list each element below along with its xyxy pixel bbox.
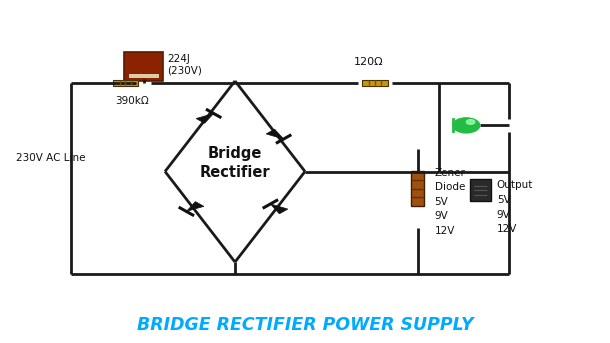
Text: Output
5V
9V
12V: Output 5V 9V 12V [497, 180, 533, 234]
FancyBboxPatch shape [129, 74, 159, 78]
Text: 390kΩ: 390kΩ [115, 96, 148, 106]
Polygon shape [266, 129, 284, 139]
Text: 120Ω: 120Ω [354, 57, 384, 67]
Text: BRIDGE RECTIFIER POWER SUPPLY: BRIDGE RECTIFIER POWER SUPPLY [137, 316, 473, 334]
Text: 230V AC Line: 230V AC Line [16, 153, 85, 163]
Circle shape [466, 120, 475, 125]
FancyBboxPatch shape [411, 171, 425, 206]
Text: Zener
Diode
5V
9V
12V: Zener Diode 5V 9V 12V [435, 168, 465, 236]
Circle shape [453, 118, 479, 133]
FancyBboxPatch shape [124, 52, 163, 81]
Polygon shape [270, 204, 288, 214]
Polygon shape [196, 114, 214, 123]
FancyBboxPatch shape [113, 80, 138, 86]
FancyBboxPatch shape [470, 179, 490, 201]
Text: Bridge
Rectifier: Bridge Rectifier [199, 145, 270, 180]
FancyBboxPatch shape [362, 80, 388, 86]
Text: 224J
(230V): 224J (230V) [167, 55, 202, 76]
Polygon shape [187, 202, 204, 211]
